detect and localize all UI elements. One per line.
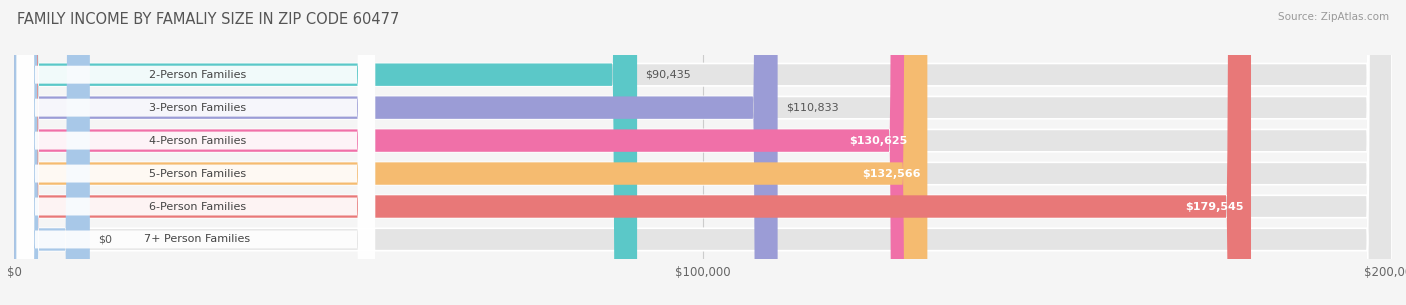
FancyBboxPatch shape — [14, 0, 1392, 305]
FancyBboxPatch shape — [17, 0, 375, 305]
Text: 4-Person Families: 4-Person Families — [149, 136, 246, 145]
Text: $132,566: $132,566 — [862, 169, 921, 178]
Text: 6-Person Families: 6-Person Families — [149, 202, 246, 211]
Text: $90,435: $90,435 — [645, 70, 692, 80]
FancyBboxPatch shape — [14, 0, 1392, 305]
FancyBboxPatch shape — [17, 0, 375, 305]
FancyBboxPatch shape — [14, 0, 1392, 305]
FancyBboxPatch shape — [14, 0, 637, 305]
Text: $110,833: $110,833 — [786, 103, 838, 113]
FancyBboxPatch shape — [17, 0, 375, 305]
FancyBboxPatch shape — [17, 0, 375, 305]
FancyBboxPatch shape — [14, 0, 90, 305]
Text: 5-Person Families: 5-Person Families — [149, 169, 246, 178]
Text: Source: ZipAtlas.com: Source: ZipAtlas.com — [1278, 12, 1389, 22]
FancyBboxPatch shape — [14, 0, 928, 305]
FancyBboxPatch shape — [17, 0, 375, 305]
Text: $179,545: $179,545 — [1185, 202, 1244, 211]
FancyBboxPatch shape — [14, 0, 1392, 305]
Text: $130,625: $130,625 — [849, 136, 907, 145]
Text: 2-Person Families: 2-Person Families — [149, 70, 246, 80]
FancyBboxPatch shape — [14, 0, 1392, 305]
FancyBboxPatch shape — [14, 0, 778, 305]
Text: 7+ Person Families: 7+ Person Families — [145, 235, 250, 245]
FancyBboxPatch shape — [14, 0, 914, 305]
FancyBboxPatch shape — [14, 0, 1251, 305]
FancyBboxPatch shape — [14, 0, 1392, 305]
FancyBboxPatch shape — [17, 0, 375, 305]
Text: $0: $0 — [98, 235, 112, 245]
Text: 3-Person Families: 3-Person Families — [149, 103, 246, 113]
Text: FAMILY INCOME BY FAMALIY SIZE IN ZIP CODE 60477: FAMILY INCOME BY FAMALIY SIZE IN ZIP COD… — [17, 12, 399, 27]
